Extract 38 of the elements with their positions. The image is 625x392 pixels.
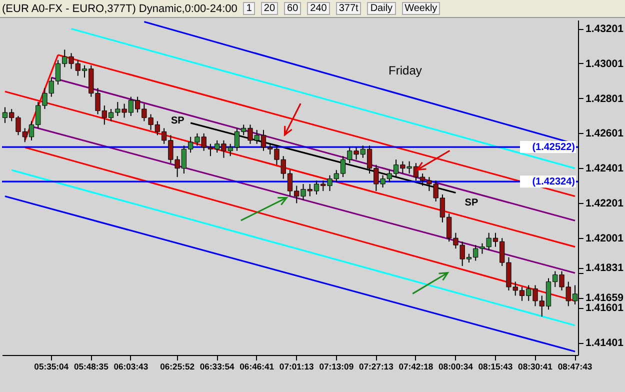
y-tick-label: 1.42801 xyxy=(586,92,624,105)
text: 1 xyxy=(243,2,255,15)
y-tick-label: 1.43201 xyxy=(586,23,624,36)
text: 20 xyxy=(260,2,278,15)
x-tick-label: 05:48:35 xyxy=(74,362,109,372)
ref-line-label: (1.42324) xyxy=(532,176,575,188)
y-tick-label: 1.41831 xyxy=(586,262,624,274)
x-tick-label: 07:13:09 xyxy=(319,362,354,372)
ref-line-label: (1.42522) xyxy=(532,142,575,154)
x-tick-label: 08:30:41 xyxy=(518,362,553,372)
chart-title: (EUR A0-FX - EURO,377T) Dynamic,0:00-24:00 xyxy=(2,2,238,14)
x-tick-label: 08:47:43 xyxy=(558,362,592,372)
x-tick-label: 06:33:54 xyxy=(200,362,235,372)
x-tick-label: 08:15:43 xyxy=(478,362,513,372)
x-tick-label: 06:46:41 xyxy=(240,362,274,372)
x-tick-label: 07:01:13 xyxy=(279,362,314,372)
y-tick-label: 1.41401 xyxy=(586,337,624,350)
text: 377t xyxy=(336,2,362,15)
y-tick-label: 1.43001 xyxy=(586,58,624,70)
y-tick-label: 1.41601 xyxy=(586,302,624,314)
annotation: SP xyxy=(464,198,478,209)
y-tick-label: 1.41659 xyxy=(586,292,624,304)
text: Daily xyxy=(367,2,396,15)
x-tick-label: 07:27:13 xyxy=(358,362,394,372)
x-tick-label: 08:00:34 xyxy=(438,362,474,372)
annotation: SP xyxy=(171,116,185,126)
annotation: Friday xyxy=(388,63,422,78)
y-tick-label: 1.42201 xyxy=(586,198,624,210)
y-tick-label: 1.42001 xyxy=(586,232,624,244)
x-tick-label: 07:42:18 xyxy=(398,362,434,372)
y-tick-label: 1.42401 xyxy=(586,162,624,175)
text: 60 xyxy=(284,2,302,15)
text: Weekly xyxy=(402,2,440,15)
text: 240 xyxy=(307,2,330,15)
x-tick-label: 06:03:43 xyxy=(114,362,148,372)
x-tick-label: 05:35:04 xyxy=(34,362,69,372)
y-tick-label: 1.42601 xyxy=(586,128,624,140)
x-tick-label: 06:25:52 xyxy=(160,362,195,372)
